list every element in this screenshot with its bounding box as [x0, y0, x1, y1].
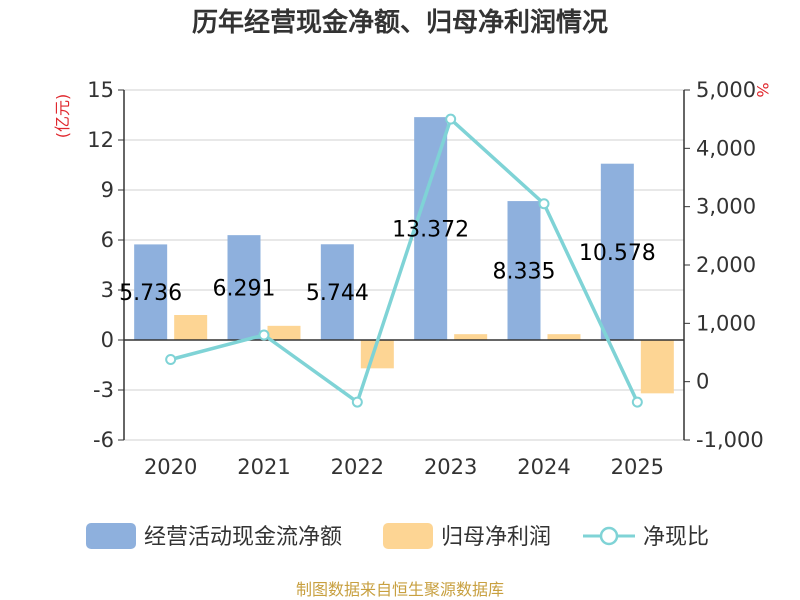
cashflow-value-label: 5.744 — [306, 281, 369, 306]
x-axis-tick-label: 2024 — [517, 455, 570, 479]
left-axis-tick-label: -3 — [93, 378, 114, 402]
net-cash-ratio-point — [445, 113, 457, 125]
legend-swatch — [86, 523, 136, 549]
axes: -6 -3 0 3 6 9 12 15 -1,000 0 1,000 2,000 3,000 4,000 5… — [87, 78, 763, 479]
bar-series — [134, 117, 674, 394]
left-axis-unit: (亿元) — [53, 94, 72, 139]
net-profit-bar — [454, 334, 488, 340]
cashflow-bar — [227, 235, 261, 340]
left-axis-tick-label: 9 — [101, 178, 114, 202]
cashflow-bar — [600, 163, 634, 340]
x-axis-tick-label: 2022 — [331, 455, 384, 479]
net-profit-bar — [547, 334, 581, 340]
left-axis-tick-label: -6 — [93, 428, 114, 452]
legend-label: 归母净利润 — [441, 525, 551, 550]
legend-label: 净现比 — [643, 525, 709, 550]
net-cash-ratio-point — [165, 354, 177, 365]
data-labels: 5.736 6.291 5.744 13.372 8.335 10.578 — [119, 218, 656, 307]
right-axis-unit: % — [753, 82, 772, 97]
right-axis-tick-label: 4,000 — [696, 136, 756, 160]
cashflow-value-label: 5.736 — [119, 281, 182, 306]
right-axis-tick-label: 5,000 — [696, 78, 756, 102]
cashflow-bar — [134, 244, 168, 340]
net-cash-ratio-line — [170, 116, 639, 405]
cashflow-value-label: 8.335 — [493, 260, 556, 285]
x-axis-tick-label: 2025 — [611, 455, 664, 479]
net-cash-ratio-point — [538, 198, 550, 210]
legend-item-net-cash-ratio: 净现比 — [583, 525, 709, 550]
net-profit-bar — [640, 340, 674, 394]
x-axis-tick-label: 2020 — [144, 455, 197, 479]
right-axis-tick-label: 1,000 — [696, 311, 756, 335]
x-axis-tick-label: 2023 — [424, 455, 477, 479]
left-axis-tick-label: 15 — [87, 78, 114, 102]
legend-marker — [599, 526, 619, 546]
net-cash-ratio-point — [631, 396, 643, 408]
right-axis-tick-label: 2,000 — [696, 253, 756, 277]
net-profit-bar — [174, 315, 208, 340]
net-cash-ratio-point — [258, 329, 270, 341]
line-series — [165, 113, 643, 408]
source-note: 制图数据来自恒生聚源数据库 — [296, 580, 504, 599]
cashflow-bar — [414, 117, 448, 340]
left-axis-tick-label: 6 — [101, 228, 114, 252]
left-axis-tick-label: 0 — [101, 328, 114, 352]
x-axis-tick-label: 2021 — [237, 455, 290, 479]
right-axis-tick-label: 3,000 — [696, 195, 756, 219]
cashflow-value-label: 10.578 — [579, 241, 656, 266]
legend: 经营活动现金流净额 归母净利润 净现比 — [86, 523, 709, 550]
left-axis-tick-label: 12 — [87, 128, 114, 152]
left-axis-tick-label: 3 — [101, 278, 114, 302]
net-cash-ratio-point — [351, 396, 363, 408]
legend-item-net-profit: 归母净利润 — [383, 523, 551, 550]
cashflow-bar — [320, 244, 354, 340]
legend-item-cashflow: 经营活动现金流净额 — [86, 523, 342, 550]
cashflow-value-label: 6.291 — [213, 277, 276, 302]
right-axis-tick-label: 0 — [696, 370, 709, 394]
legend-swatch — [383, 523, 433, 549]
net-profit-bar — [267, 325, 301, 340]
chart-title: 历年经营现金净额、归母净利润情况 — [192, 7, 608, 38]
right-axis-tick-label: -1,000 — [696, 428, 764, 452]
legend-label: 经营活动现金流净额 — [144, 525, 342, 550]
cashflow-bar — [507, 201, 541, 340]
cashflow-value-label: 13.372 — [392, 218, 469, 243]
